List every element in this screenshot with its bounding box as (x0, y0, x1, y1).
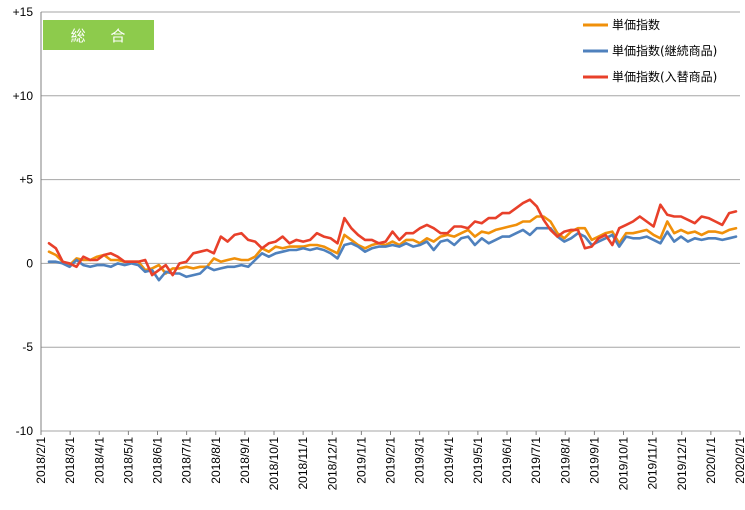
y-tick-label: -5 (22, 340, 33, 354)
x-tick-label: 2019/4/1 (442, 437, 456, 484)
x-tick-label: 2018/7/1 (180, 437, 194, 484)
series-line-2 (47, 226, 738, 282)
x-tick-label: 2018/5/1 (121, 437, 135, 484)
x-tick-label: 2020/1/1 (704, 437, 718, 484)
x-tick-label: 2019/3/1 (413, 437, 427, 484)
legend-label-3: 単価指数(入替商品) (612, 69, 717, 84)
y-tick-label: +15 (13, 5, 34, 19)
x-tick-label: 2019/11/1 (646, 437, 660, 490)
x-tick-label: 2019/7/1 (529, 437, 543, 484)
x-tick-label: 2019/9/1 (587, 437, 601, 484)
x-tick-label: 2018/6/1 (151, 437, 165, 484)
x-tick-label: 2018/8/1 (209, 437, 223, 484)
y-tick-label: +10 (13, 89, 34, 103)
x-tick-label: 2019/6/1 (500, 437, 514, 484)
x-tick-label: 2020/2/1 (733, 437, 745, 484)
x-tick-label: 2019/2/1 (384, 437, 398, 484)
x-tick-label: 2019/5/1 (471, 437, 485, 484)
series-line-1 (47, 215, 738, 275)
series-line-3 (47, 198, 738, 277)
legend-label-1: 単価指数 (612, 17, 660, 32)
legend-label-2: 単価指数(継続商品) (612, 43, 717, 58)
x-tick-label: 2019/12/1 (675, 437, 689, 491)
x-tick-label: 2018/3/1 (63, 437, 77, 484)
y-tick-label: +5 (19, 173, 33, 187)
x-tick-label: 2018/9/1 (238, 437, 252, 484)
x-axis: 2018/2/1 2018/3/1 2018/4/1 2018/5/1 2018/6/1… (34, 12, 745, 490)
y-axis-ticks: +15 +10 +5 0 -5 -10 (13, 5, 34, 438)
y-tick-label: -10 (16, 424, 34, 438)
category-badge: 総 合 (43, 20, 154, 50)
x-tick-label: 2018/11/1 (296, 437, 310, 490)
x-tick-label: 2019/10/1 (617, 437, 631, 491)
x-tick-label: 2018/4/1 (92, 437, 106, 484)
y-tick-label: 0 (26, 256, 33, 270)
series-lines (47, 198, 738, 282)
x-tick-label: 2018/12/1 (325, 437, 339, 491)
badge-background (43, 20, 154, 50)
x-tick-label: 2019/1/1 (354, 437, 368, 484)
x-tick-label: 2018/10/1 (267, 437, 281, 491)
x-tick-label: 2019/8/1 (558, 437, 572, 484)
badge-label: 総 合 (71, 27, 136, 45)
x-tick-label: 2018/2/1 (34, 437, 48, 484)
